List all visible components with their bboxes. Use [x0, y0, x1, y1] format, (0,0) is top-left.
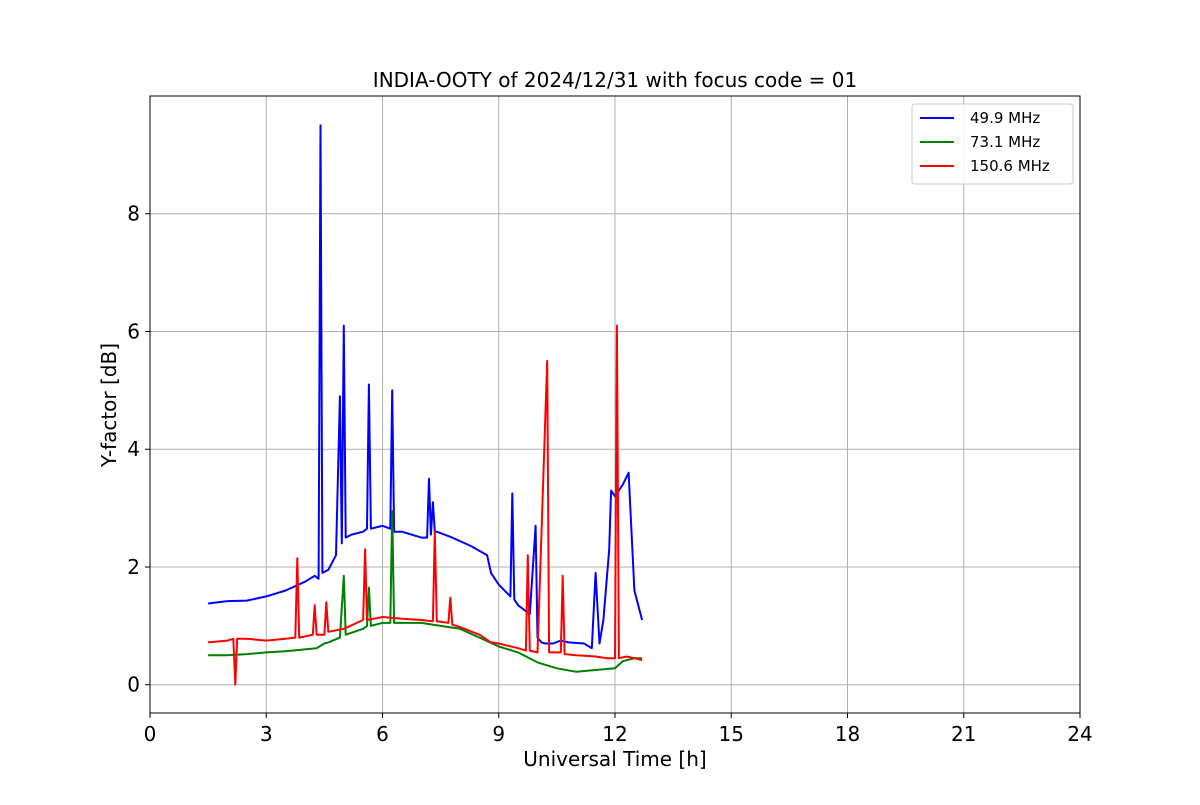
legend-label: 150.6 MHz — [970, 157, 1050, 175]
x-tick-label: 24 — [1067, 722, 1092, 746]
y-tick-label: 4 — [127, 437, 140, 461]
y-tick-label: 2 — [127, 555, 140, 579]
x-tick-label: 9 — [492, 722, 505, 746]
plot-series — [207, 124, 644, 686]
x-tick-label: 18 — [835, 722, 860, 746]
series-line-1 — [208, 510, 643, 673]
x-axis-label: Universal Time [h] — [523, 747, 706, 771]
legend: 49.9 MHz 73.1 MHz 150.6 MHz — [911, 103, 1074, 185]
y-axis-ticks: 0 2 4 6 8 — [127, 202, 150, 697]
x-tick-label: 6 — [376, 722, 389, 746]
y-tick-label: 0 — [127, 673, 140, 697]
x-tick-label: 3 — [260, 722, 273, 746]
y-axis-label: Y-factor [dB] — [97, 343, 121, 468]
y-tick-label: 8 — [127, 202, 140, 226]
y-tick-label: 6 — [127, 319, 140, 343]
x-tick-label: 15 — [719, 722, 744, 746]
x-tick-label: 0 — [144, 722, 157, 746]
series-line-2 — [208, 324, 643, 686]
legend-label: 73.1 MHz — [970, 133, 1040, 151]
x-tick-label: 12 — [602, 722, 627, 746]
x-tick-label: 21 — [951, 722, 976, 746]
chart-title: INDIA-OOTY of 2024/12/31 with focus code… — [373, 68, 857, 92]
series-line-0 — [207, 124, 644, 650]
legend-label: 49.9 MHz — [970, 109, 1040, 127]
legend-box — [911, 103, 1074, 185]
x-axis-ticks: 0 3 6 9 12 15 18 21 24 — [144, 713, 1093, 746]
